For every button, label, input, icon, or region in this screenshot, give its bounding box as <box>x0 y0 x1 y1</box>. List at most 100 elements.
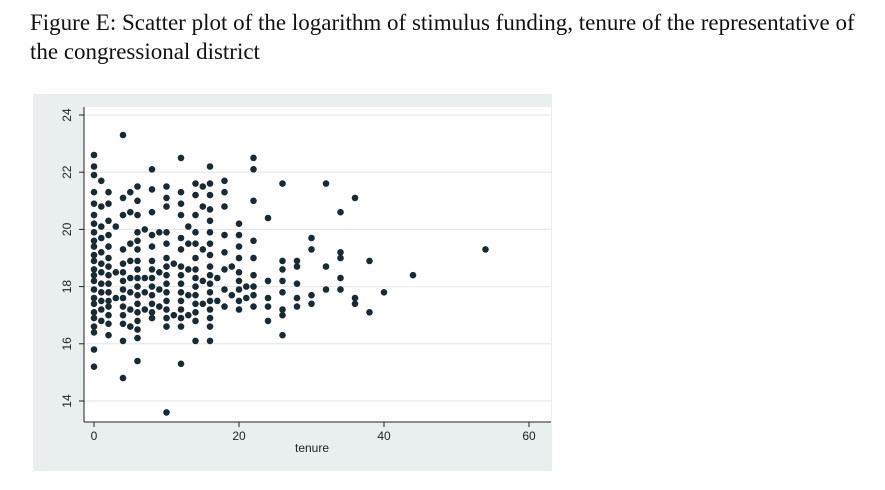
data-point-28 <box>98 249 105 256</box>
data-point-13 <box>90 271 98 279</box>
data-point-42 <box>105 263 112 270</box>
data-point-241 <box>322 180 330 187</box>
data-point-191 <box>221 203 228 210</box>
data-point-80 <box>134 237 141 245</box>
data-point-132 <box>177 188 185 196</box>
data-point-102 <box>148 257 156 265</box>
data-point-4 <box>90 200 98 207</box>
data-point-189 <box>221 177 228 185</box>
data-point-137 <box>177 263 185 270</box>
data-point-148 <box>185 266 192 273</box>
data-point-43 <box>105 271 112 279</box>
data-point-85 <box>134 283 141 290</box>
data-point-115 <box>163 194 170 202</box>
data-point-68 <box>127 188 134 196</box>
x-tick-label-20: 20 <box>232 429 246 443</box>
data-point-255 <box>409 271 417 279</box>
data-point-177 <box>206 251 214 259</box>
data-point-218 <box>250 303 257 310</box>
data-point-25 <box>98 203 105 210</box>
data-point-26 <box>98 223 105 230</box>
data-point-193 <box>221 249 228 256</box>
data-point-47 <box>105 303 112 310</box>
data-point-16 <box>90 294 98 302</box>
data-point-130 <box>170 311 178 319</box>
data-point-116 <box>163 203 170 210</box>
data-point-235 <box>293 294 301 302</box>
data-point-131 <box>177 154 185 162</box>
data-point-77 <box>134 197 141 205</box>
data-point-212 <box>250 197 257 205</box>
data-point-245 <box>337 249 344 256</box>
data-point-166 <box>199 203 207 210</box>
x-tick-label-40: 40 <box>377 429 391 443</box>
data-point-217 <box>250 291 257 299</box>
data-point-151 <box>192 180 199 187</box>
data-point-39 <box>105 231 112 239</box>
data-point-199 <box>235 220 243 227</box>
data-point-19 <box>90 314 98 322</box>
data-point-66 <box>119 337 127 345</box>
data-point-12 <box>90 266 98 273</box>
data-point-30 <box>98 269 105 276</box>
axes: 14 16 18 20 22 24 0 20 40 60 <box>60 107 551 443</box>
data-point-222 <box>264 303 272 310</box>
data-point-256 <box>482 246 489 253</box>
data-point-121 <box>163 271 170 279</box>
data-point-170 <box>206 163 214 170</box>
data-point-101 <box>148 243 156 250</box>
data-point-104 <box>148 274 156 282</box>
data-point-185 <box>206 323 214 330</box>
data-point-3 <box>90 188 98 196</box>
data-point-230 <box>279 311 286 319</box>
data-point-144 <box>177 323 185 330</box>
data-point-69 <box>127 208 134 216</box>
data-point-152 <box>192 191 199 199</box>
data-point-237 <box>308 234 315 242</box>
data-point-127 <box>163 323 170 330</box>
data-point-63 <box>119 303 127 310</box>
data-point-100 <box>148 231 156 239</box>
data-point-18 <box>90 309 98 316</box>
data-point-31 <box>98 280 105 287</box>
data-point-65 <box>119 320 127 328</box>
data-point-214 <box>250 254 257 262</box>
data-point-142 <box>177 306 185 313</box>
data-point-244 <box>337 208 344 216</box>
data-point-7 <box>90 229 98 236</box>
data-point-194 <box>221 266 228 273</box>
data-point-59 <box>119 269 127 276</box>
data-point-92 <box>134 357 141 365</box>
data-point-141 <box>177 297 185 305</box>
data-point-197 <box>228 263 236 270</box>
y-tick-label-18: 18 <box>60 280 74 294</box>
data-point-248 <box>337 286 344 293</box>
data-point-163 <box>192 317 199 325</box>
data-point-49 <box>105 320 112 328</box>
data-point-79 <box>134 229 141 236</box>
data-point-17 <box>90 300 98 308</box>
data-point-117 <box>163 229 170 236</box>
data-point-215 <box>250 271 257 279</box>
data-point-60 <box>119 277 127 285</box>
data-point-0 <box>90 151 98 159</box>
data-point-122 <box>163 280 170 287</box>
data-point-37 <box>105 200 112 207</box>
data-point-57 <box>119 246 127 253</box>
data-point-107 <box>148 300 156 308</box>
data-point-188 <box>214 297 221 305</box>
x-tick-label-60: 60 <box>522 429 536 443</box>
data-point-225 <box>279 257 286 265</box>
data-point-8 <box>90 237 98 245</box>
data-point-74 <box>127 306 134 313</box>
data-point-220 <box>264 277 272 285</box>
data-point-208 <box>243 283 250 290</box>
data-point-182 <box>206 297 214 305</box>
data-point-172 <box>206 191 214 199</box>
data-point-103 <box>148 266 156 273</box>
data-point-110 <box>156 229 163 236</box>
data-point-242 <box>322 263 330 270</box>
data-point-14 <box>90 277 98 285</box>
data-point-181 <box>206 289 214 296</box>
data-point-176 <box>206 240 214 247</box>
